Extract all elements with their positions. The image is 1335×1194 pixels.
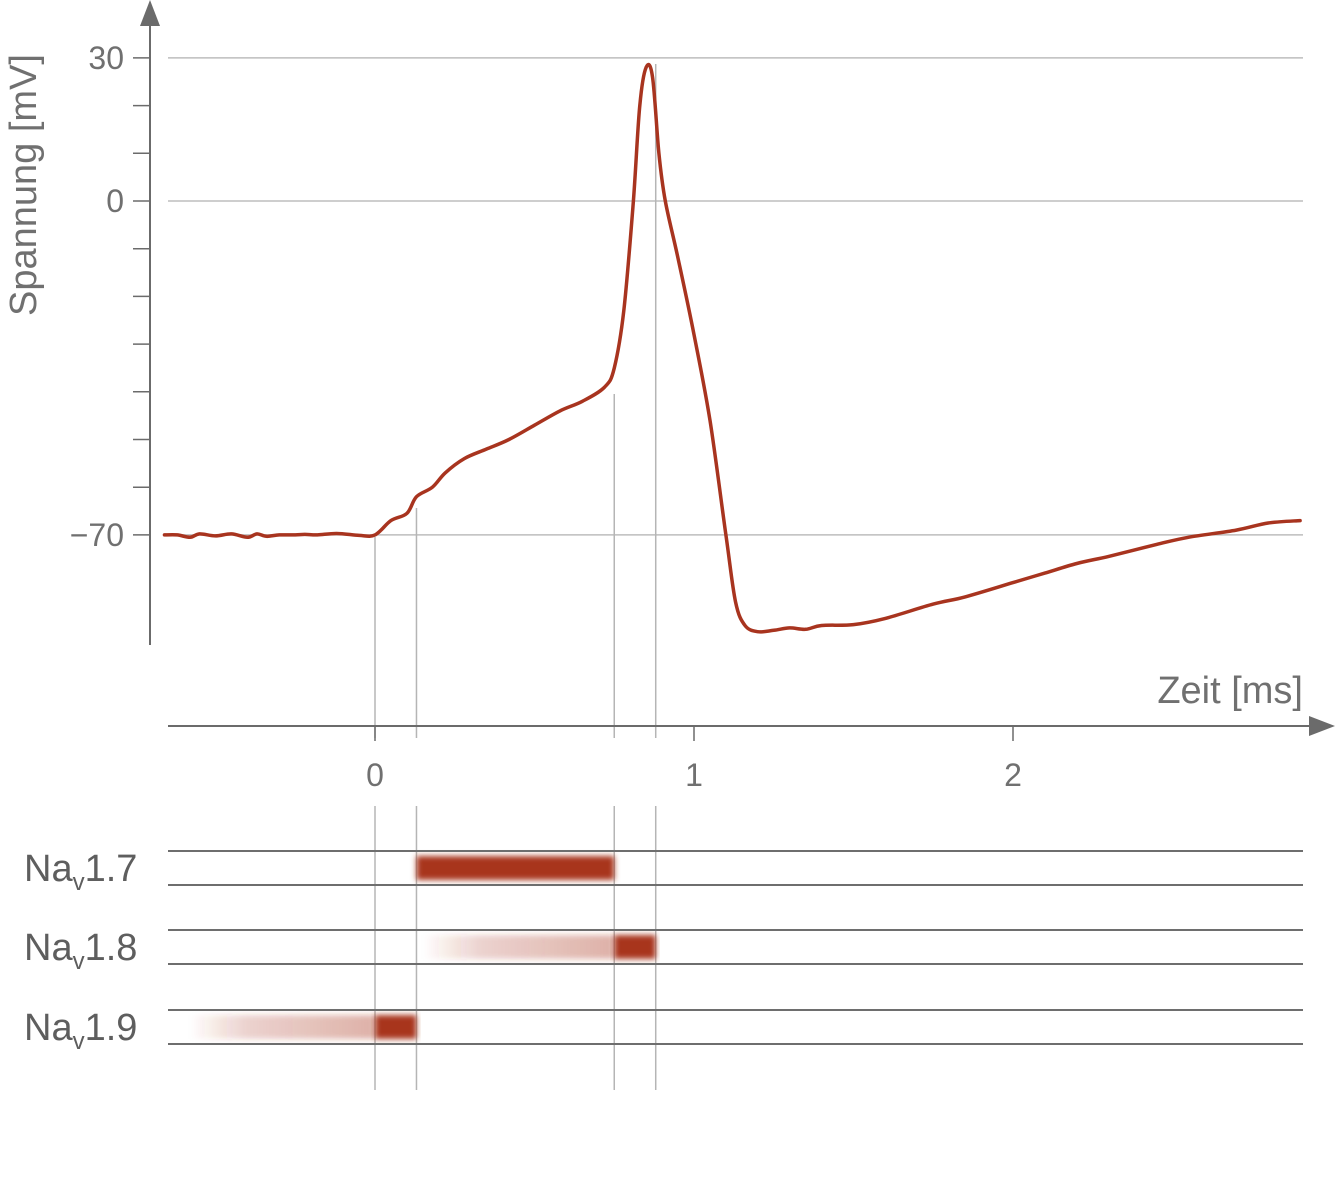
voltage-trace — [162, 62, 1302, 634]
channel-label-main: Na — [24, 927, 73, 969]
grid-lines — [168, 57, 1303, 536]
y-axis: 30 0 −70 — [70, 0, 160, 645]
channel-activity-strong — [614, 935, 656, 959]
channel-lane: Nav1.9 — [24, 1007, 1303, 1055]
y-axis-title: Spannung [mV] — [3, 54, 45, 316]
channel-label-number: 1.7 — [85, 848, 138, 890]
channel-label-number: 1.8 — [85, 927, 138, 969]
x-axis-arrow — [1309, 716, 1335, 736]
channel-label-subscript: v — [73, 948, 85, 975]
x-tick-label: 1 — [685, 757, 703, 793]
channel-label-main: Na — [24, 848, 73, 890]
y-tick-label: 30 — [88, 40, 124, 76]
x-axis-title: Zeit [ms] — [1157, 670, 1303, 712]
channel-lane: Nav1.7 — [24, 848, 1303, 896]
channel-label: Nav1.9 — [24, 1007, 137, 1055]
channel-activity-strong — [375, 1015, 417, 1039]
y-axis-arrow — [140, 0, 160, 26]
channel-label: Nav1.8 — [24, 927, 137, 975]
channel-label-subscript: v — [73, 1028, 85, 1055]
channel-activity-weak — [422, 935, 615, 959]
channel-label: Nav1.7 — [24, 848, 137, 896]
y-tick-label: 0 — [106, 183, 124, 219]
y-tick-label: −70 — [70, 517, 124, 553]
channel-activity-strong — [416, 856, 615, 880]
channel-label-number: 1.9 — [85, 1007, 138, 1049]
x-tick-label: 0 — [366, 757, 384, 793]
x-tick-label: 2 — [1004, 757, 1022, 793]
channel-lane: Nav1.8 — [24, 927, 1303, 975]
channel-label-subscript: v — [73, 869, 85, 896]
x-axis: 0 1 2 — [168, 716, 1335, 793]
channel-label-main: Na — [24, 1007, 73, 1049]
channel-activity-weak — [189, 1015, 375, 1039]
